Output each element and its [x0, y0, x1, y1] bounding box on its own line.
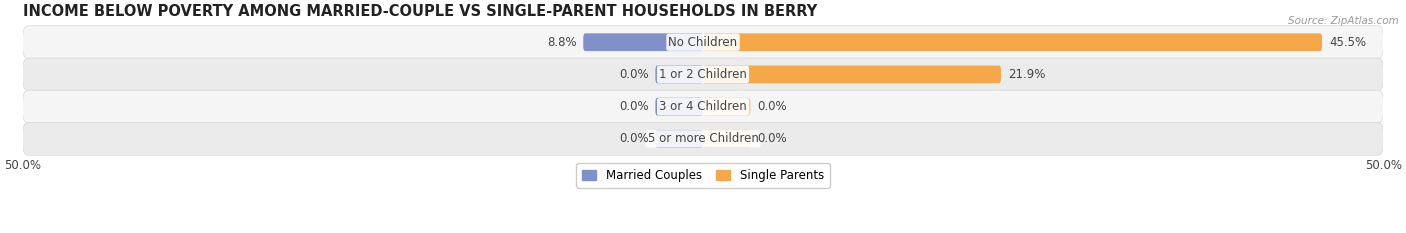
FancyBboxPatch shape: [22, 90, 1384, 123]
Text: 0.0%: 0.0%: [758, 132, 787, 145]
Text: 0.0%: 0.0%: [619, 100, 648, 113]
Text: 45.5%: 45.5%: [1329, 36, 1367, 49]
FancyBboxPatch shape: [583, 33, 703, 51]
Text: Source: ZipAtlas.com: Source: ZipAtlas.com: [1288, 16, 1399, 26]
FancyBboxPatch shape: [22, 58, 1384, 91]
FancyBboxPatch shape: [703, 130, 751, 148]
FancyBboxPatch shape: [703, 98, 751, 116]
FancyBboxPatch shape: [22, 26, 1384, 59]
Text: 5 or more Children: 5 or more Children: [648, 132, 758, 145]
Text: No Children: No Children: [668, 36, 738, 49]
Text: 0.0%: 0.0%: [758, 100, 787, 113]
Text: 0.0%: 0.0%: [619, 68, 648, 81]
Text: 21.9%: 21.9%: [1008, 68, 1045, 81]
FancyBboxPatch shape: [22, 122, 1384, 155]
Text: 0.0%: 0.0%: [619, 132, 648, 145]
Text: 3 or 4 Children: 3 or 4 Children: [659, 100, 747, 113]
FancyBboxPatch shape: [655, 98, 703, 116]
Text: 1 or 2 Children: 1 or 2 Children: [659, 68, 747, 81]
FancyBboxPatch shape: [703, 33, 1322, 51]
Text: 8.8%: 8.8%: [547, 36, 576, 49]
Text: INCOME BELOW POVERTY AMONG MARRIED-COUPLE VS SINGLE-PARENT HOUSEHOLDS IN BERRY: INCOME BELOW POVERTY AMONG MARRIED-COUPL…: [22, 4, 817, 19]
FancyBboxPatch shape: [655, 65, 703, 83]
FancyBboxPatch shape: [655, 130, 703, 148]
Legend: Married Couples, Single Parents: Married Couples, Single Parents: [576, 163, 830, 188]
FancyBboxPatch shape: [703, 65, 1001, 83]
